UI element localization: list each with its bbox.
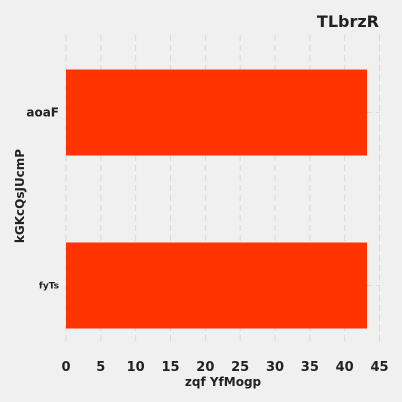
x-axis-label: zqf YfMogp bbox=[185, 375, 262, 389]
x-tick-label: 5 bbox=[96, 360, 105, 375]
x-tick-label: 10 bbox=[127, 360, 145, 375]
x-tick-label: 15 bbox=[161, 360, 179, 375]
x-tick-label: 35 bbox=[301, 360, 319, 375]
bar-aoaF bbox=[66, 69, 367, 156]
x-tick-label: 45 bbox=[370, 360, 388, 375]
chart-title: TLbrzR bbox=[317, 12, 379, 31]
y-axis-label: kGKcQsJUcmP bbox=[13, 149, 27, 243]
x-tick-label: 0 bbox=[61, 360, 70, 375]
bar-fyTs bbox=[66, 242, 367, 329]
bars bbox=[66, 69, 367, 329]
x-tick-labels: 0 5 10 15 20 25 30 35 40 45 bbox=[61, 360, 388, 375]
y-category-label: aoaF bbox=[26, 106, 59, 120]
y-category-label: fyTs bbox=[39, 282, 59, 292]
y-category-labels: fyTs aoaF bbox=[26, 106, 59, 292]
x-tick-label: 40 bbox=[336, 360, 354, 375]
x-tick-label: 25 bbox=[231, 360, 249, 375]
x-tick-label: 20 bbox=[196, 360, 214, 375]
x-tick-label: 30 bbox=[266, 360, 284, 375]
